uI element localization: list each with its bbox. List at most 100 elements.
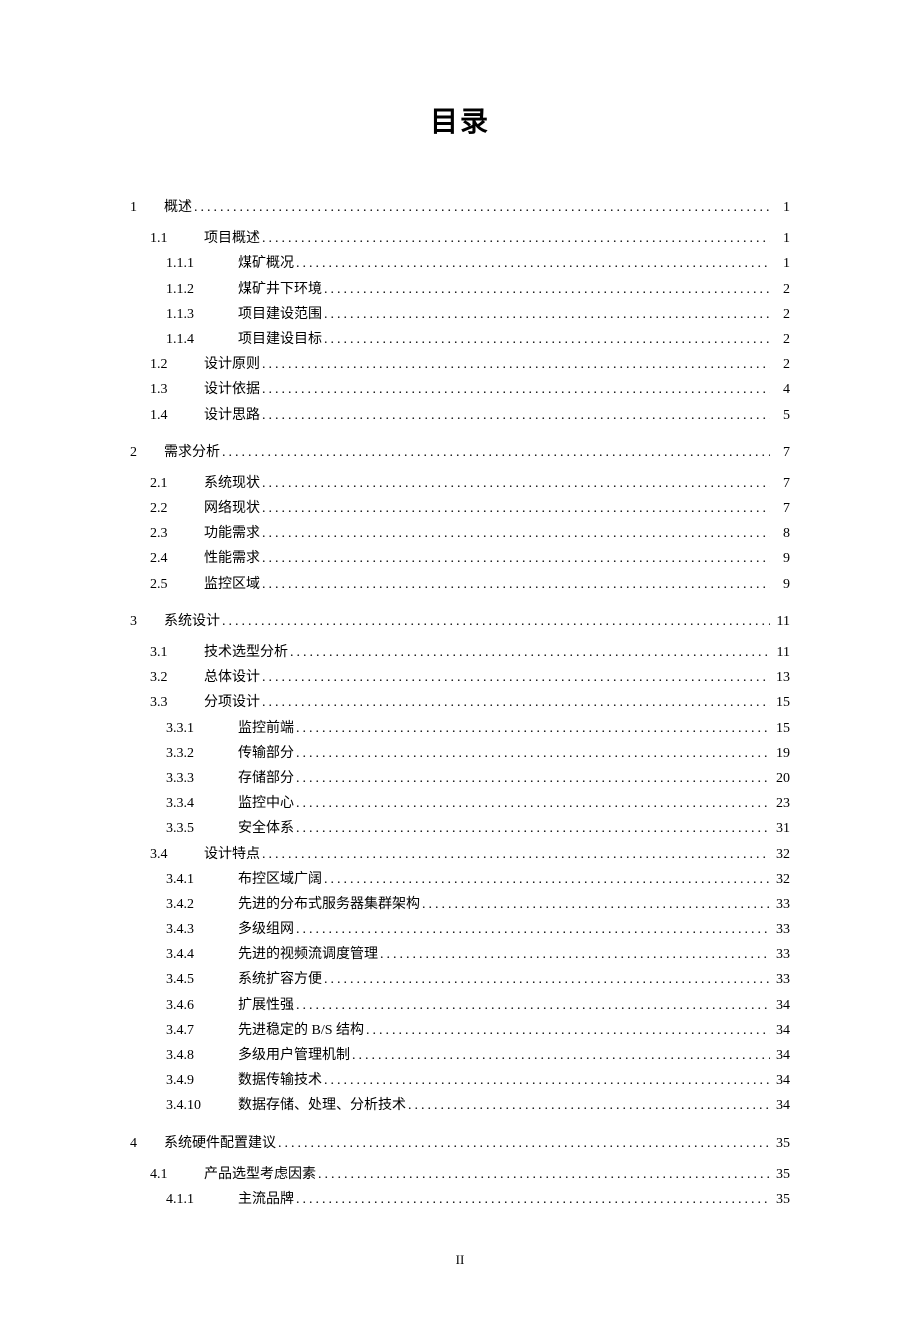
toc-entry-text: 系统设计 bbox=[164, 609, 220, 634]
toc-entry-number: 4.1.1 bbox=[166, 1187, 220, 1212]
toc-entry: 3.4.10数据存储、处理、分析技术34 bbox=[130, 1093, 790, 1118]
toc-entry: 1.1.2煤矿井下环境2 bbox=[130, 277, 790, 302]
toc-leader-dots bbox=[222, 440, 770, 465]
toc-entry: 4.1.1主流品牌35 bbox=[130, 1187, 790, 1212]
toc-entry-number: 4.1 bbox=[150, 1162, 186, 1187]
toc-entry-text: 系统扩容方便 bbox=[238, 967, 322, 992]
toc-leader-dots bbox=[296, 1187, 770, 1212]
toc-leader-dots bbox=[296, 716, 770, 741]
toc-leader-dots bbox=[262, 521, 770, 546]
toc-entry-text: 网络现状 bbox=[204, 496, 260, 521]
toc-entry-number: 1.3 bbox=[150, 377, 186, 402]
toc-entry-page: 7 bbox=[772, 471, 790, 496]
toc-entry-text: 安全体系 bbox=[238, 816, 294, 841]
toc-entry-page: 5 bbox=[772, 403, 790, 428]
toc-entry-page: 11 bbox=[772, 640, 790, 665]
toc-entry: 3系统设计11 bbox=[130, 609, 790, 634]
toc-leader-dots bbox=[324, 867, 770, 892]
toc-entry-page: 15 bbox=[772, 716, 790, 741]
toc-entry-number: 1.1.3 bbox=[166, 302, 220, 327]
toc-entry: 1.1.1煤矿概况1 bbox=[130, 251, 790, 276]
toc-entry-page: 32 bbox=[772, 867, 790, 892]
toc-entry-page: 34 bbox=[772, 1093, 790, 1118]
toc-entry-text: 煤矿概况 bbox=[238, 251, 294, 276]
toc-entry: 3.3分项设计15 bbox=[130, 690, 790, 715]
toc-leader-dots bbox=[296, 816, 770, 841]
toc-leader-dots bbox=[324, 302, 770, 327]
toc-leader-dots bbox=[262, 496, 770, 521]
toc-entry-page: 2 bbox=[772, 277, 790, 302]
toc-entry: 3.3.3存储部分20 bbox=[130, 766, 790, 791]
toc-entry-text: 先进的分布式服务器集群架构 bbox=[238, 892, 420, 917]
toc-entry: 4.1产品选型考虑因素35 bbox=[130, 1162, 790, 1187]
toc-leader-dots bbox=[422, 892, 770, 917]
toc-entry: 2.5监控区域9 bbox=[130, 572, 790, 597]
toc-leader-dots bbox=[262, 842, 770, 867]
toc-entry-text: 先进稳定的 B/S 结构 bbox=[238, 1018, 364, 1043]
toc-leader-dots bbox=[262, 690, 770, 715]
toc-entry-text: 监控区域 bbox=[204, 572, 260, 597]
toc-entry-page: 33 bbox=[772, 942, 790, 967]
toc-entry-text: 布控区域广阔 bbox=[238, 867, 322, 892]
toc-entry-number: 3.4.6 bbox=[166, 993, 220, 1018]
toc-entry-number: 1.1 bbox=[150, 226, 186, 251]
toc-leader-dots bbox=[324, 277, 770, 302]
toc-entry: 3.2总体设计13 bbox=[130, 665, 790, 690]
toc-entry-number: 3.3.2 bbox=[166, 741, 220, 766]
toc-entry: 3.3.4监控中心23 bbox=[130, 791, 790, 816]
toc-entry-page: 1 bbox=[772, 251, 790, 276]
toc-leader-dots bbox=[318, 1162, 770, 1187]
toc-entry-page: 2 bbox=[772, 302, 790, 327]
toc-entry: 3.1技术选型分析11 bbox=[130, 640, 790, 665]
toc-leader-dots bbox=[380, 942, 770, 967]
toc-entry-text: 监控中心 bbox=[238, 791, 294, 816]
toc-leader-dots bbox=[262, 471, 770, 496]
toc-entry-number: 3.4.3 bbox=[166, 917, 220, 942]
toc-entry-number: 3.3.3 bbox=[166, 766, 220, 791]
toc-leader-dots bbox=[296, 741, 770, 766]
toc-entry-page: 31 bbox=[772, 816, 790, 841]
toc-leader-dots bbox=[296, 251, 770, 276]
toc-entry-text: 产品选型考虑因素 bbox=[204, 1162, 316, 1187]
toc-leader-dots bbox=[408, 1093, 770, 1118]
page-title: 目录 bbox=[130, 100, 790, 140]
toc-entry-page: 33 bbox=[772, 967, 790, 992]
toc-entry-text: 数据存储、处理、分析技术 bbox=[238, 1093, 406, 1118]
toc-entry-text: 先进的视频流调度管理 bbox=[238, 942, 378, 967]
toc-entry-text: 设计特点 bbox=[204, 842, 260, 867]
toc-entry-page: 34 bbox=[772, 993, 790, 1018]
toc-entry-number: 1.1.4 bbox=[166, 327, 220, 352]
toc-entry-text: 设计思路 bbox=[204, 403, 260, 428]
toc-entry-page: 35 bbox=[772, 1187, 790, 1212]
toc-entry-page: 9 bbox=[772, 572, 790, 597]
toc-entry-number: 3.4.2 bbox=[166, 892, 220, 917]
toc-entry-text: 性能需求 bbox=[204, 546, 260, 571]
toc-entry: 3.4.6 扩展性强 34 bbox=[130, 993, 790, 1018]
toc-entry-page: 34 bbox=[772, 1018, 790, 1043]
table-of-contents: 1概述11.1项目概述11.1.1煤矿概况11.1.2煤矿井下环境21.1.3项… bbox=[130, 195, 790, 1212]
toc-entry-text: 扩展性强 bbox=[238, 993, 294, 1018]
toc-entry-number: 3.3.1 bbox=[166, 716, 220, 741]
toc-entry-page: 15 bbox=[772, 690, 790, 715]
toc-entry-number: 3.2 bbox=[150, 665, 186, 690]
toc-entry-number: 2.3 bbox=[150, 521, 186, 546]
toc-entry-page: 7 bbox=[772, 440, 790, 465]
toc-entry-number: 3.4.5 bbox=[166, 967, 220, 992]
toc-leader-dots bbox=[262, 226, 770, 251]
toc-entry-number: 2 bbox=[130, 440, 146, 465]
toc-entry-page: 13 bbox=[772, 665, 790, 690]
toc-entry-number: 4 bbox=[130, 1131, 146, 1156]
toc-entry-page: 7 bbox=[772, 496, 790, 521]
toc-entry: 1.2设计原则2 bbox=[130, 352, 790, 377]
toc-entry: 3.3.1监控前端15 bbox=[130, 716, 790, 741]
toc-entry-text: 项目概述 bbox=[204, 226, 260, 251]
toc-entry-number: 2.4 bbox=[150, 546, 186, 571]
toc-entry-text: 功能需求 bbox=[204, 521, 260, 546]
toc-entry: 1概述1 bbox=[130, 195, 790, 220]
toc-entry-page: 8 bbox=[772, 521, 790, 546]
toc-entry: 3.4.7先进稳定的 B/S 结构34 bbox=[130, 1018, 790, 1043]
toc-entry-number: 3 bbox=[130, 609, 146, 634]
toc-entry-page: 2 bbox=[772, 327, 790, 352]
toc-entry: 1.4设计思路5 bbox=[130, 403, 790, 428]
toc-leader-dots bbox=[352, 1043, 770, 1068]
